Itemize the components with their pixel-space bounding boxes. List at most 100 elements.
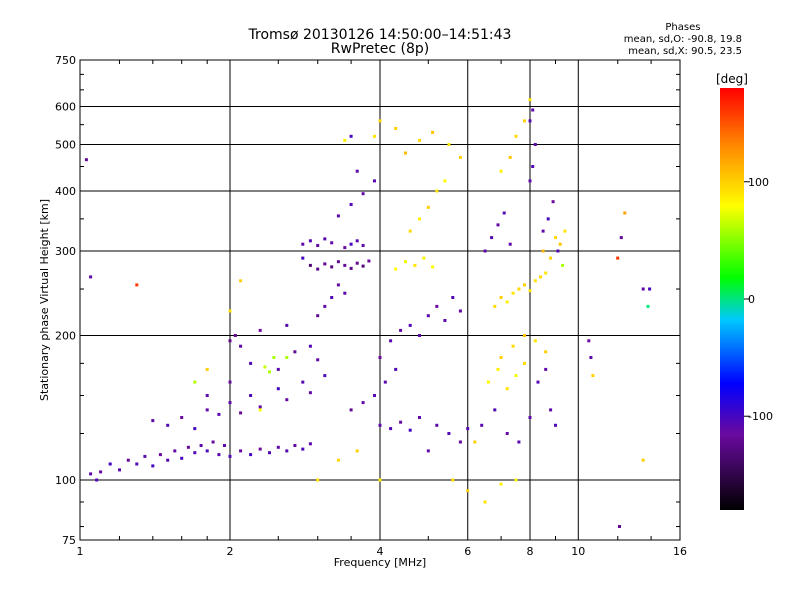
data-point [276, 387, 280, 391]
data-point [343, 246, 347, 250]
data-point [301, 242, 305, 246]
data-point [205, 367, 209, 371]
data-point [508, 155, 512, 159]
data-point [330, 296, 334, 299]
data-point [272, 356, 276, 359]
data-point [618, 525, 621, 528]
data-point [301, 447, 305, 451]
colorbar: [deg] 100 0 -100 [716, 72, 773, 510]
data-point [349, 408, 353, 412]
x-tick-label: 16 [673, 545, 687, 558]
data-point [373, 179, 376, 183]
data-point [499, 169, 503, 173]
data-point [378, 356, 382, 359]
data-point [431, 130, 435, 134]
data-point [514, 374, 518, 378]
data-point [523, 334, 526, 337]
data-point [343, 291, 347, 295]
x-tick-label: 6 [464, 545, 471, 558]
data-point [466, 489, 470, 493]
data-point [166, 458, 170, 462]
data-point [389, 339, 393, 343]
data-point [517, 287, 521, 291]
y-tick-label: 750 [55, 54, 76, 67]
data-point [228, 401, 232, 405]
data-point [426, 449, 430, 453]
data-point [249, 453, 253, 457]
data-point [394, 127, 398, 130]
data-point [135, 462, 139, 466]
data-point [616, 256, 620, 260]
data-point [505, 387, 509, 391]
data-point [458, 309, 462, 313]
x-tick-label: 8 [527, 545, 534, 558]
data-point [435, 423, 439, 427]
data-point [349, 242, 353, 246]
y-tick-label: 600 [55, 101, 76, 114]
data-point [447, 432, 451, 435]
data-point [435, 189, 439, 193]
data-point [539, 275, 543, 279]
data-point [323, 374, 327, 378]
data-point [285, 356, 289, 359]
data-point [285, 449, 289, 453]
data-point [563, 229, 567, 233]
data-point [505, 432, 509, 435]
data-point [523, 119, 526, 123]
data-point [316, 314, 320, 318]
colorbar-label: [deg] [716, 72, 748, 86]
data-point [330, 241, 334, 245]
data-point [546, 217, 550, 221]
data-point [301, 256, 305, 260]
data-point [641, 287, 645, 291]
data-point [263, 365, 267, 369]
data-point [443, 179, 447, 183]
plot-frame [79, 59, 681, 541]
data-point [126, 458, 130, 462]
data-point [589, 356, 593, 359]
data-point [549, 256, 553, 260]
data-point [249, 361, 253, 365]
data-point [223, 444, 226, 447]
data-point [84, 158, 88, 162]
data-point [418, 138, 421, 142]
data-point [268, 451, 271, 455]
data-point [426, 205, 430, 209]
y-tick-label: 100 [55, 474, 76, 487]
data-point [528, 179, 532, 183]
data-point [544, 350, 548, 354]
x-tick-label: 1 [77, 545, 84, 558]
data-point [349, 134, 353, 138]
data-point [394, 367, 398, 371]
data-point [361, 244, 365, 247]
data-point [451, 296, 455, 299]
data-point [418, 416, 421, 419]
data-point [408, 229, 412, 233]
data-point [399, 328, 403, 332]
data-point [418, 217, 421, 221]
data-point [517, 440, 521, 444]
data-point [239, 449, 243, 453]
chart-subtitle: RwPretec (8p) [330, 41, 430, 57]
data-point [166, 423, 170, 427]
data-point [443, 319, 447, 322]
data-point [349, 203, 353, 206]
data-point [499, 356, 503, 359]
data-point [531, 108, 535, 112]
data-point [285, 398, 289, 402]
data-point [383, 380, 387, 384]
data-point [323, 262, 327, 266]
data-point [343, 138, 347, 142]
data-point [502, 211, 506, 215]
phase-stats-x: mean, sd,X: 90.5, 23.5 [628, 46, 742, 57]
data-point [316, 478, 320, 482]
data-point [349, 266, 353, 270]
data-point [648, 287, 652, 291]
data-point [451, 478, 455, 482]
data-point [95, 478, 99, 482]
data-point [528, 119, 532, 123]
data-point [180, 416, 184, 419]
data-point [413, 263, 417, 267]
data-point [268, 370, 271, 374]
